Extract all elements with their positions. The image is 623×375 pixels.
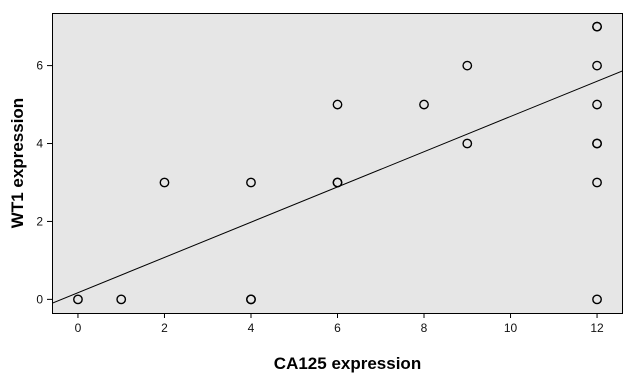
y-tick-label: 0 bbox=[36, 292, 43, 306]
y-axis-title: WT1 expression bbox=[8, 98, 27, 228]
plot-area bbox=[52, 13, 623, 314]
data-point bbox=[462, 60, 473, 71]
x-tick-label: 8 bbox=[421, 321, 428, 335]
data-point bbox=[592, 99, 602, 110]
y-axis: 0 2 4 6 bbox=[36, 59, 52, 306]
x-axis: 0 2 4 6 8 10 12 bbox=[75, 313, 604, 335]
x-tick-label: 2 bbox=[161, 321, 168, 335]
data-point bbox=[246, 294, 256, 305]
x-tick-label: 4 bbox=[248, 321, 255, 335]
x-tick-label: 6 bbox=[334, 321, 341, 335]
data-point bbox=[332, 99, 343, 110]
data-point bbox=[592, 60, 602, 71]
data-point bbox=[592, 294, 602, 305]
data-point bbox=[116, 294, 127, 305]
data-point bbox=[592, 177, 602, 188]
y-tick-label: 6 bbox=[36, 59, 43, 73]
data-point bbox=[246, 177, 256, 188]
data-point bbox=[73, 294, 83, 305]
data-point bbox=[592, 21, 602, 32]
y-tick-label: 2 bbox=[36, 214, 43, 228]
data-point bbox=[159, 177, 170, 188]
x-tick-label: 12 bbox=[590, 321, 604, 335]
data-point bbox=[332, 177, 343, 188]
x-tick-label: 0 bbox=[75, 321, 82, 335]
data-point bbox=[462, 138, 473, 149]
x-tick-label: 10 bbox=[504, 321, 518, 335]
data-point bbox=[419, 99, 429, 110]
y-tick-label: 4 bbox=[36, 137, 43, 151]
x-axis-title: CA125 expression bbox=[274, 354, 421, 373]
data-point bbox=[592, 138, 602, 149]
data-points bbox=[73, 21, 602, 305]
